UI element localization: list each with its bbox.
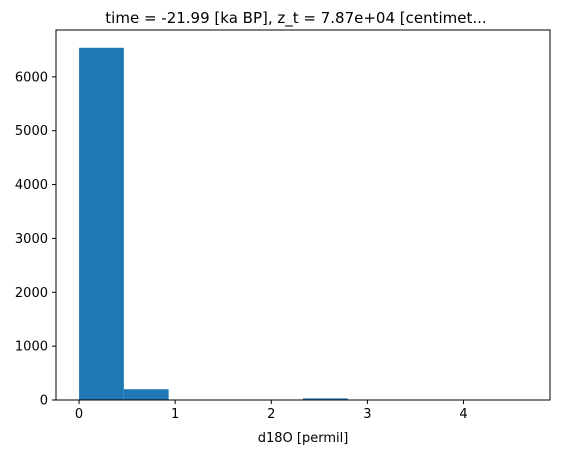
histogram-bar-1	[123, 389, 169, 400]
x-axis-label: d18O [permil]	[258, 431, 349, 446]
y-tick-label: 5000	[15, 124, 48, 139]
y-axis: 0 1000 2000 3000 4000 5000 6000	[15, 70, 56, 409]
y-tick-label: 6000	[15, 70, 48, 85]
histogram-bar-0	[79, 47, 124, 401]
x-axis: 0 1 2 3 4	[75, 400, 468, 422]
y-tick-label: 0	[40, 394, 48, 409]
histogram-bar-5	[303, 398, 348, 400]
chart-title: time = -21.99 [ka BP], z_t = 7.87e+04 [c…	[105, 9, 486, 28]
y-tick-label: 2000	[15, 286, 48, 301]
x-tick-label: 2	[267, 407, 275, 422]
bars-group	[79, 47, 348, 401]
y-tick-label: 1000	[15, 340, 48, 355]
plot-frame	[55, 29, 551, 401]
y-tick-label: 3000	[15, 232, 48, 247]
y-tick-label: 4000	[15, 178, 48, 193]
x-tick-label: 3	[363, 407, 371, 422]
x-tick-label: 0	[75, 407, 83, 422]
x-tick-label: 4	[459, 407, 467, 422]
x-tick-label: 1	[171, 407, 179, 422]
